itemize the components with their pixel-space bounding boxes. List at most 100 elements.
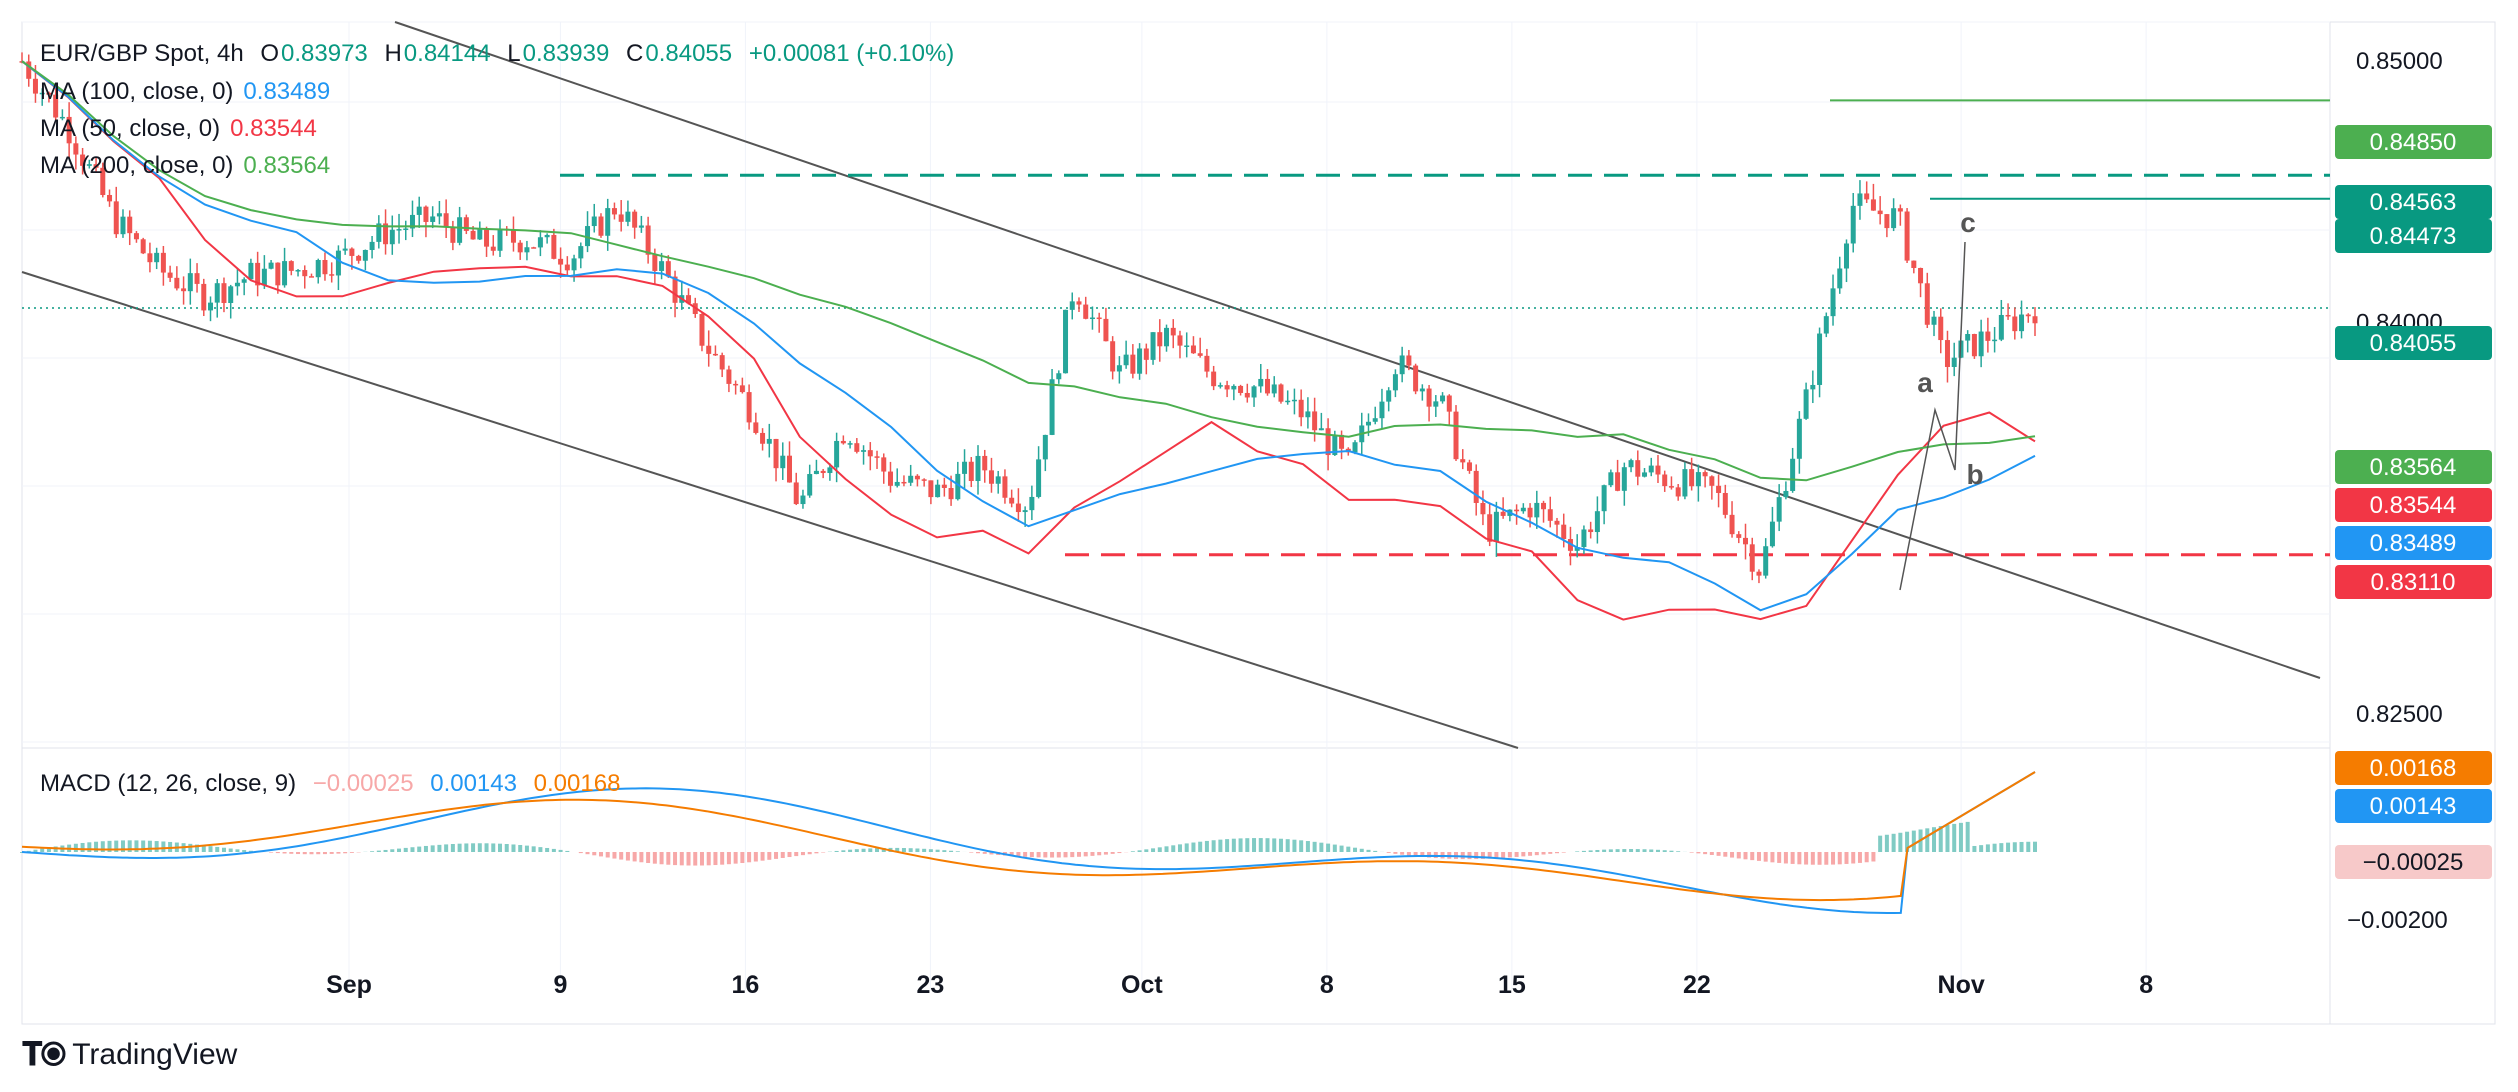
macd-hist-bar [854, 849, 859, 852]
macd-hist-bar [895, 847, 900, 852]
macd-hist-bar [598, 852, 603, 857]
macd-hist-bar [457, 843, 462, 852]
macd-hist-bar [1076, 852, 1081, 857]
candle-body [1009, 497, 1015, 504]
ma50-legend[interactable]: MA (50, close, 0) 0.83544 [40, 115, 327, 143]
candle-body [1063, 309, 1069, 374]
price-badge: 0.83110 [2335, 565, 2492, 599]
candle-body [1857, 193, 1863, 206]
macd-hist-bar [1413, 852, 1418, 857]
candle-body [214, 283, 220, 303]
macd-hist-bar [578, 852, 583, 854]
symbol-label[interactable]: EUR/GBP Spot, 4h [40, 40, 244, 67]
candle-body [867, 450, 873, 457]
macd-legend[interactable]: MACD (12, 26, close, 9) −0.00025 0.00143… [40, 770, 630, 798]
ma200-legend[interactable]: MA (200, close, 0) 0.83564 [40, 152, 340, 180]
macd-hist-bar [1992, 843, 1997, 852]
macd-hist-bar [1157, 847, 1162, 852]
macd-hist-bar [147, 840, 152, 852]
candle-body [807, 474, 813, 496]
macd-hist-bar [1561, 852, 1566, 853]
macd-hist-bar [1649, 849, 1654, 852]
macd-hist-bar [1164, 846, 1169, 852]
candle-body [450, 226, 456, 243]
candle-body [1224, 385, 1230, 390]
macd-hist-bar [1225, 839, 1230, 852]
candle-body [746, 392, 752, 423]
macd-hist-bar [1231, 838, 1236, 852]
candle-body [1769, 521, 1775, 547]
candle-body [80, 154, 86, 166]
candle-body [1514, 509, 1520, 512]
macd-hist-bar [504, 844, 509, 852]
candle-body [1978, 331, 1984, 357]
macd-hist-bar [794, 852, 799, 857]
candle-body [659, 261, 665, 271]
y-tick-label: 0.82500 [2356, 701, 2443, 728]
ma100-label: MA (100, close, 0) [40, 78, 234, 105]
ma50-value: 0.83544 [230, 115, 317, 142]
price-badge-text: 0.84563 [2370, 189, 2457, 216]
macd-hist-bar [1218, 839, 1223, 852]
macd-hist-bar [403, 847, 408, 852]
macd-hist-bar [343, 852, 348, 854]
macd-hist-bar [551, 848, 556, 852]
macd-hist-bar [511, 844, 516, 852]
macd-hist-bar [1507, 852, 1512, 858]
candle-body [672, 276, 678, 303]
ma100-value: 0.83489 [243, 78, 331, 105]
candle-body [652, 254, 658, 271]
macd-hist-bar [666, 852, 671, 865]
candle-body [167, 272, 173, 278]
candle-body [975, 455, 981, 482]
candle-body [1588, 529, 1594, 533]
candle-body [1130, 354, 1136, 374]
macd-hist-bar [1581, 850, 1586, 852]
macd-hist-bar [242, 850, 247, 852]
macd-hist-bar [706, 852, 711, 866]
candle-body [1843, 243, 1849, 269]
candle-body [1581, 529, 1587, 548]
candle-body [1056, 373, 1062, 380]
price-badge-text: 0.83544 [2370, 492, 2457, 519]
candle-body [1076, 301, 1082, 305]
macd-hist-bar [221, 847, 226, 852]
tradingview-brand[interactable]: 𝐓⦿ TradingView [22, 1036, 237, 1074]
macd-hist-bar [2026, 841, 2031, 852]
candle-body [389, 229, 395, 245]
candle-body [1318, 428, 1324, 431]
macd-hist-bar [161, 841, 166, 852]
wave-path [1899, 241, 1966, 591]
candle-body [1466, 462, 1472, 471]
macd-hist-bar [1312, 841, 1317, 852]
candle-body [887, 471, 893, 486]
price-badge-bg [2335, 185, 2492, 219]
candle-body [1985, 331, 1991, 341]
candle-body [201, 283, 207, 311]
candle-body [302, 270, 308, 277]
macd-hist-bar [982, 852, 987, 854]
candle-body [1904, 211, 1910, 261]
candle-body [1211, 371, 1217, 387]
candle-body [362, 249, 368, 261]
macd-hist-bar [134, 840, 139, 852]
macd-hist-bar [2019, 841, 2024, 852]
macd-hist-bar [289, 852, 294, 854]
candle-body [66, 116, 72, 144]
ma100-legend[interactable]: MA (100, close, 0) 0.83489 [40, 78, 340, 106]
candle-body [955, 473, 961, 500]
macd-hist-bar [1184, 843, 1189, 852]
macd-hist-bar [814, 852, 819, 854]
candle-body [1803, 389, 1809, 419]
candle-body [699, 313, 705, 346]
macd-hist-bar [774, 852, 779, 859]
candle-body [1689, 469, 1695, 487]
candle-body [234, 282, 240, 287]
candle-body [1083, 304, 1089, 319]
candle-body [733, 383, 739, 386]
macd-hist-bar [1265, 838, 1270, 852]
macd-hist-bar [1393, 852, 1398, 854]
candle-body [1231, 385, 1237, 390]
candle-body [760, 432, 766, 444]
macd-hist-bar [1319, 842, 1324, 852]
